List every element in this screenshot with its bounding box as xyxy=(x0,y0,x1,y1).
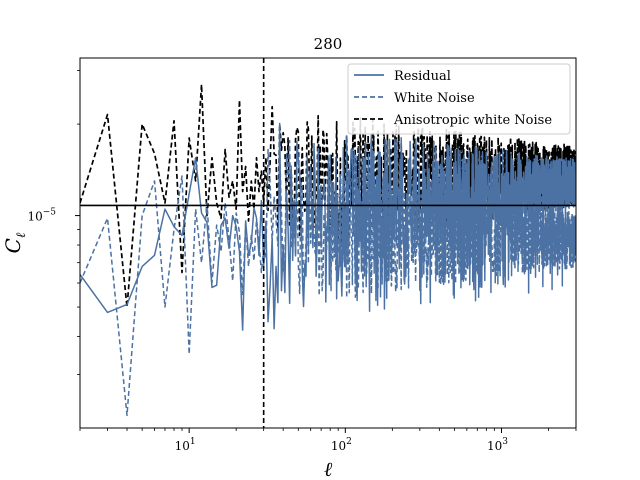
chart-title: 280 xyxy=(314,35,343,53)
legend-box xyxy=(347,63,571,135)
legend: Residual White Noise Anisotropic white N… xyxy=(347,63,571,135)
y-axis-label: Cℓ xyxy=(1,232,29,253)
x-tick-exponent: 3 xyxy=(502,437,508,447)
legend-label-anisotropic-white-noise: Anisotropic white Noise xyxy=(393,113,552,128)
x-tick-label: 103 xyxy=(487,437,508,453)
y-tick-label: 10−5 xyxy=(27,208,56,224)
legend-label-white-noise: White Noise xyxy=(394,91,475,106)
x-tick-label: 101 xyxy=(175,437,196,453)
y-axis: 10−5 xyxy=(27,70,80,375)
x-tick-label: 102 xyxy=(331,437,352,453)
x-axis-label: ℓ xyxy=(324,457,333,480)
legend-label-residual: Residual xyxy=(394,69,451,84)
x-axis: 101 102 103 xyxy=(79,428,577,453)
plot-area xyxy=(80,58,576,428)
series-line-residual xyxy=(80,122,576,331)
x-tick-exponent: 1 xyxy=(190,437,196,447)
x-tick-exponent: 2 xyxy=(346,437,352,447)
y-axis-label-sub: ℓ xyxy=(14,232,29,238)
y-axis-label-base: C xyxy=(1,238,25,253)
y-tick-exponent: −5 xyxy=(43,208,57,218)
axes-frame xyxy=(79,57,577,429)
